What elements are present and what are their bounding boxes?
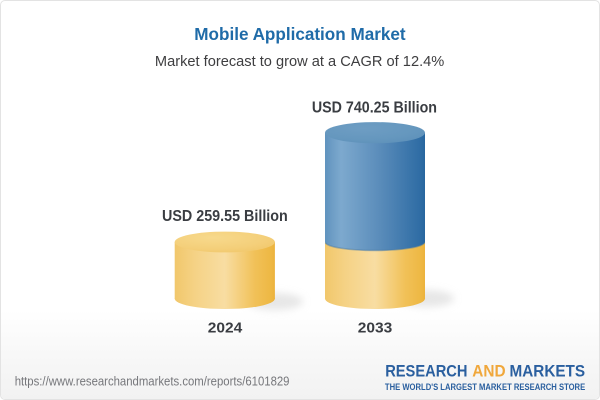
- svg-text:MARKETS: MARKETS: [510, 363, 586, 381]
- svg-text:USD 259.55 Billion: USD 259.55 Billion: [162, 208, 288, 225]
- svg-text:USD 740.25 Billion: USD 740.25 Billion: [312, 100, 437, 117]
- svg-text:2024: 2024: [208, 319, 243, 336]
- svg-text:RESEARCH: RESEARCH: [385, 363, 467, 381]
- svg-text:Mobile Application Market: Mobile Application Market: [194, 24, 405, 44]
- svg-text:Market forecast to grow at a C: Market forecast to grow at a CAGR of 12.…: [155, 54, 445, 70]
- svg-text:THE WORLD'S LARGEST MARKET RES: THE WORLD'S LARGEST MARKET RESEARCH STOR…: [385, 382, 585, 392]
- svg-text:AND: AND: [472, 363, 505, 381]
- svg-text:2033: 2033: [358, 319, 393, 336]
- svg-text:https://www.researchandmarkets: https://www.researchandmarkets.com/repor…: [15, 374, 290, 388]
